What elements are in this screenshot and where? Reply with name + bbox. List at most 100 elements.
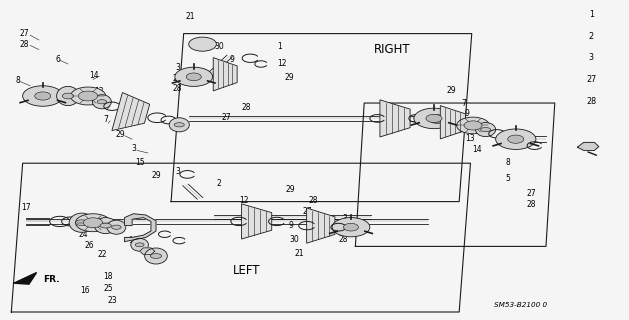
Text: 1: 1 — [277, 42, 282, 51]
Circle shape — [23, 86, 63, 106]
Ellipse shape — [169, 118, 189, 132]
Text: FR.: FR. — [43, 276, 59, 284]
Text: 3: 3 — [589, 53, 594, 62]
Polygon shape — [380, 100, 410, 137]
Polygon shape — [213, 58, 237, 91]
Circle shape — [79, 91, 97, 101]
Text: 8: 8 — [506, 158, 511, 167]
Ellipse shape — [69, 213, 94, 232]
Text: 29: 29 — [116, 130, 126, 139]
Text: 27: 27 — [302, 207, 312, 216]
Text: 18: 18 — [103, 272, 113, 281]
Text: 13: 13 — [465, 134, 476, 143]
Ellipse shape — [97, 100, 106, 104]
Circle shape — [464, 121, 482, 130]
Text: 3: 3 — [175, 63, 180, 72]
Text: 20: 20 — [147, 249, 157, 258]
Text: 17: 17 — [21, 203, 31, 212]
Polygon shape — [112, 92, 150, 131]
Circle shape — [414, 108, 454, 129]
Text: 29: 29 — [447, 86, 457, 95]
Text: 14: 14 — [472, 145, 482, 154]
Text: 2: 2 — [589, 32, 594, 41]
Text: 12: 12 — [277, 59, 287, 68]
Text: 30: 30 — [289, 235, 299, 244]
Ellipse shape — [100, 223, 111, 228]
Circle shape — [508, 135, 524, 143]
Circle shape — [189, 37, 216, 51]
Text: 28: 28 — [19, 40, 29, 49]
Ellipse shape — [62, 93, 74, 99]
Ellipse shape — [92, 95, 111, 109]
Circle shape — [70, 87, 106, 105]
Text: 8: 8 — [15, 76, 20, 85]
Circle shape — [332, 218, 370, 237]
Text: 3: 3 — [342, 214, 347, 223]
Ellipse shape — [476, 123, 496, 137]
Ellipse shape — [481, 127, 491, 132]
Text: 27: 27 — [221, 113, 231, 122]
Text: 3: 3 — [468, 120, 473, 129]
Text: 14: 14 — [89, 71, 99, 80]
Polygon shape — [242, 204, 272, 239]
Text: 7: 7 — [103, 115, 108, 124]
Text: 15: 15 — [135, 158, 145, 167]
Circle shape — [75, 214, 111, 232]
Text: 9: 9 — [229, 55, 234, 64]
Text: 22: 22 — [97, 250, 107, 259]
Text: 25: 25 — [103, 284, 113, 293]
Text: 28: 28 — [308, 196, 318, 204]
Text: 29: 29 — [286, 185, 296, 194]
Text: 29: 29 — [284, 73, 294, 82]
Text: 19: 19 — [128, 236, 138, 245]
Text: 23: 23 — [107, 296, 117, 305]
Text: 24: 24 — [78, 230, 88, 239]
Circle shape — [35, 92, 51, 100]
Ellipse shape — [174, 123, 184, 127]
Ellipse shape — [145, 248, 167, 264]
Text: 27: 27 — [586, 75, 596, 84]
Polygon shape — [577, 142, 599, 150]
Text: SM53-B2100 0: SM53-B2100 0 — [494, 302, 547, 308]
Text: 9: 9 — [464, 109, 469, 118]
Text: 16: 16 — [80, 286, 90, 295]
Text: 26: 26 — [84, 241, 94, 250]
Text: 21: 21 — [185, 12, 195, 21]
Polygon shape — [306, 208, 335, 243]
Ellipse shape — [75, 220, 88, 226]
Circle shape — [84, 218, 103, 228]
Text: 28: 28 — [526, 200, 537, 209]
Ellipse shape — [112, 225, 121, 229]
Text: 3: 3 — [131, 144, 136, 153]
Circle shape — [457, 117, 489, 134]
Text: 27: 27 — [172, 74, 182, 83]
Polygon shape — [14, 273, 36, 284]
Circle shape — [175, 67, 213, 86]
Circle shape — [426, 114, 442, 123]
Ellipse shape — [107, 220, 126, 234]
Text: 27: 27 — [19, 29, 29, 38]
Circle shape — [186, 73, 201, 81]
Text: LEFT: LEFT — [233, 264, 260, 277]
Text: 7: 7 — [462, 99, 467, 108]
Ellipse shape — [57, 86, 79, 106]
Ellipse shape — [135, 243, 144, 247]
Ellipse shape — [131, 238, 148, 251]
Polygon shape — [440, 106, 465, 139]
Text: 9: 9 — [103, 100, 108, 109]
Text: 6: 6 — [55, 55, 60, 64]
Text: 29: 29 — [248, 208, 258, 217]
Polygon shape — [125, 214, 156, 242]
Circle shape — [496, 129, 536, 149]
Text: 3: 3 — [175, 167, 180, 176]
Text: 30: 30 — [214, 42, 224, 51]
Circle shape — [343, 223, 359, 231]
Text: 13: 13 — [94, 87, 104, 96]
Text: 5: 5 — [506, 174, 511, 183]
Text: RIGHT: RIGHT — [374, 43, 411, 56]
Text: 9: 9 — [288, 221, 293, 230]
Text: 28: 28 — [586, 97, 596, 106]
Text: 27: 27 — [526, 189, 537, 198]
Text: 28: 28 — [242, 103, 252, 112]
Text: 1: 1 — [589, 10, 594, 19]
